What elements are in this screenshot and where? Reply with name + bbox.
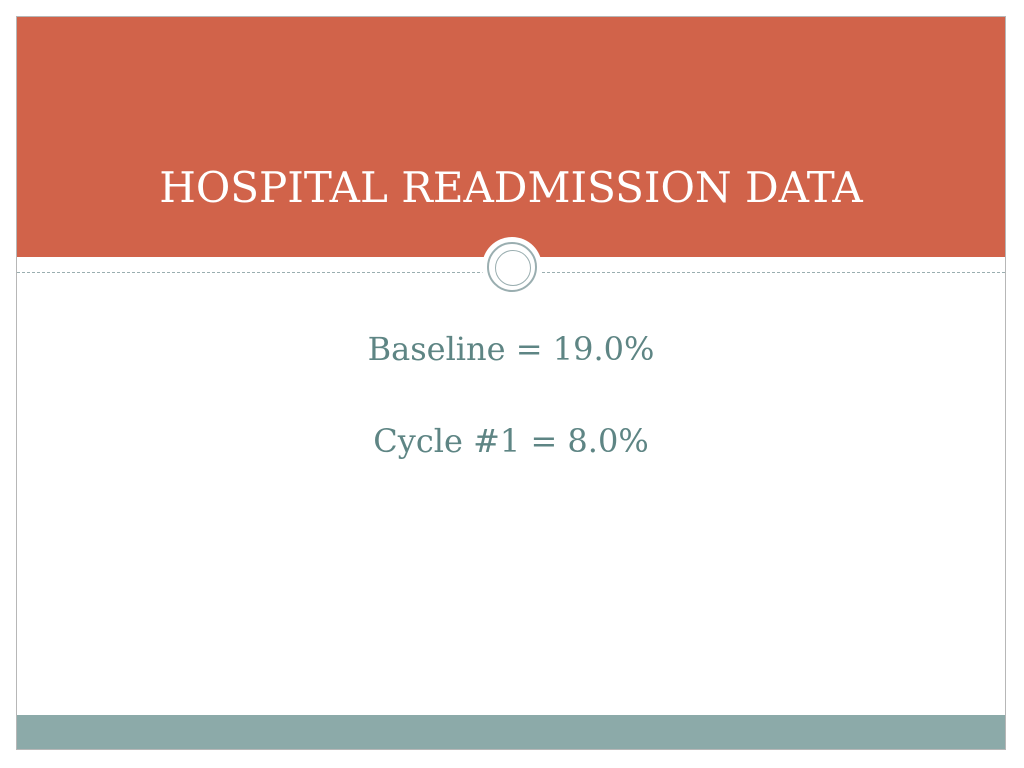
slide-title: HOSPITAL READMISSION DATA [159,163,863,212]
footer-bar [17,715,1005,749]
ornament-inner-ring [495,250,531,286]
slide: HOSPITAL READMISSION DATA Baseline = 19.… [16,16,1006,750]
title-banner: HOSPITAL READMISSION DATA [17,17,1005,257]
baseline-text: Baseline = 19.0% [367,330,655,368]
ornament-ring [487,242,537,292]
circle-ornament-icon [482,237,542,297]
cycle-1-text: Cycle #1 = 8.0% [373,422,649,460]
